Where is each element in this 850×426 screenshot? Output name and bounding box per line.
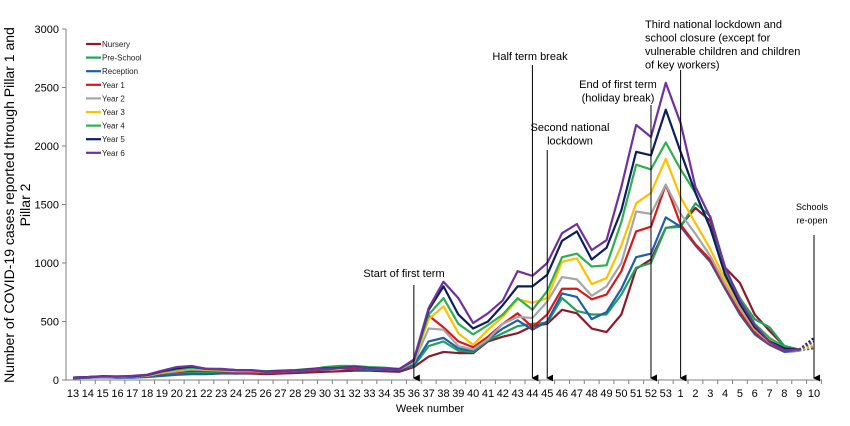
x-tick-label: 51: [630, 388, 642, 400]
x-tick-label: 47: [571, 388, 583, 400]
x-tick-label: 29: [304, 388, 316, 400]
x-tick-label: 20: [171, 388, 183, 400]
x-tick-label: 41: [482, 388, 494, 400]
y-tick-label: 2000: [35, 141, 59, 153]
x-tick-label: 33: [363, 388, 375, 400]
legend-label: Year 3: [102, 108, 125, 117]
y-tick-label: 500: [41, 317, 59, 329]
legend-label: Reception: [102, 67, 138, 76]
x-tick-label: 38: [437, 388, 449, 400]
x-tick-label: 10: [808, 388, 820, 400]
annotation-text: Half term break: [492, 51, 568, 63]
x-tick-label: 4: [722, 388, 728, 400]
x-tick-label: 32: [348, 388, 360, 400]
x-tick-label: 28: [289, 388, 301, 400]
y-tick-label: 1000: [35, 258, 59, 270]
x-tick-label: 6: [752, 388, 758, 400]
x-tick-label: 30: [319, 388, 331, 400]
y-axis-label: Number of COVID-19 cases reported throug…: [1, 27, 17, 383]
x-tick-label: 46: [556, 388, 568, 400]
x-tick-label: 24: [230, 388, 242, 400]
annotation-text: school closure (except for: [645, 33, 771, 45]
legend-label: Pre-School: [102, 54, 142, 63]
x-tick-label: 27: [274, 388, 286, 400]
x-tick-label: 2: [692, 388, 698, 400]
legend-label: Year 5: [102, 135, 125, 144]
x-tick-label: 44: [526, 388, 538, 400]
x-tick-label: 25: [245, 388, 257, 400]
series-line-year-6: [72, 81, 800, 379]
x-tick-label: 53: [660, 388, 672, 400]
y-axis-label: Pillar 2: [17, 183, 33, 226]
legend-label: Year 6: [102, 149, 125, 158]
x-tick-label: 15: [97, 388, 109, 400]
x-tick-label: 31: [334, 388, 346, 400]
x-tick-label: 22: [200, 388, 212, 400]
x-tick-label: 40: [467, 388, 479, 400]
series-dotted-segment: [798, 337, 815, 351]
x-tick-label: 3: [707, 388, 713, 400]
x-tick-label: 7: [766, 388, 772, 400]
x-tick-label: 36: [408, 388, 420, 400]
y-tick-label: 0: [53, 375, 59, 387]
x-tick-label: 9: [796, 388, 802, 400]
x-tick-label: 19: [156, 388, 168, 400]
x-tick-label: 43: [511, 388, 523, 400]
x-axis-label: Week number: [396, 403, 465, 415]
y-tick-label: 2500: [35, 83, 59, 95]
series-dotted-segment: [798, 345, 815, 352]
series-dotted-segment: [798, 340, 815, 351]
annotation-text: (holiday break): [582, 93, 655, 105]
series-line-year-5: [72, 108, 800, 379]
annotation-text: Third national lockdown and: [645, 19, 782, 31]
annotation-text: of key workers): [645, 60, 720, 72]
x-tick-label: 26: [260, 388, 272, 400]
x-tick-label: 50: [615, 388, 627, 400]
series-dotted-segment: [798, 343, 815, 351]
x-tick-label: 16: [111, 388, 123, 400]
x-tick-label: 45: [541, 388, 553, 400]
x-tick-label: 17: [126, 388, 138, 400]
x-tick-label: 37: [423, 388, 435, 400]
x-tick-label: 23: [215, 388, 227, 400]
x-tick-label: 13: [67, 388, 79, 400]
x-tick-label: 48: [586, 388, 598, 400]
annotation-text: Second national: [531, 122, 610, 134]
x-tick-label: 34: [378, 388, 390, 400]
annotation-text: Start of first term: [363, 268, 444, 280]
series-line-reception: [72, 216, 800, 380]
x-tick-label: 1: [678, 388, 684, 400]
legend-label: Year 1: [102, 81, 125, 90]
annotation-text: vulnerable children and children: [645, 46, 800, 58]
x-tick-label: 5: [737, 388, 743, 400]
legend-label: Year 4: [102, 122, 125, 131]
y-tick-label: 3000: [35, 24, 59, 36]
legend-label: Nursery: [102, 40, 130, 49]
annotation-text: End of first term: [579, 79, 657, 91]
annotation-text: Schools: [796, 202, 829, 212]
x-tick-label: 52: [645, 388, 657, 400]
legend-label: Year 2: [102, 94, 125, 103]
x-tick-label: 39: [452, 388, 464, 400]
x-tick-label: 35: [393, 388, 405, 400]
x-tick-label: 42: [497, 388, 509, 400]
x-tick-label: 21: [185, 388, 197, 400]
annotation-text: lockdown: [547, 136, 593, 148]
x-tick-label: 8: [781, 388, 787, 400]
x-tick-label: 14: [82, 388, 94, 400]
x-tick-label: 49: [600, 388, 612, 400]
annotation-text: re-open: [796, 216, 827, 226]
series-line-pre-school: [72, 202, 800, 380]
x-tick-label: 18: [141, 388, 153, 400]
y-tick-label: 1500: [35, 200, 59, 212]
